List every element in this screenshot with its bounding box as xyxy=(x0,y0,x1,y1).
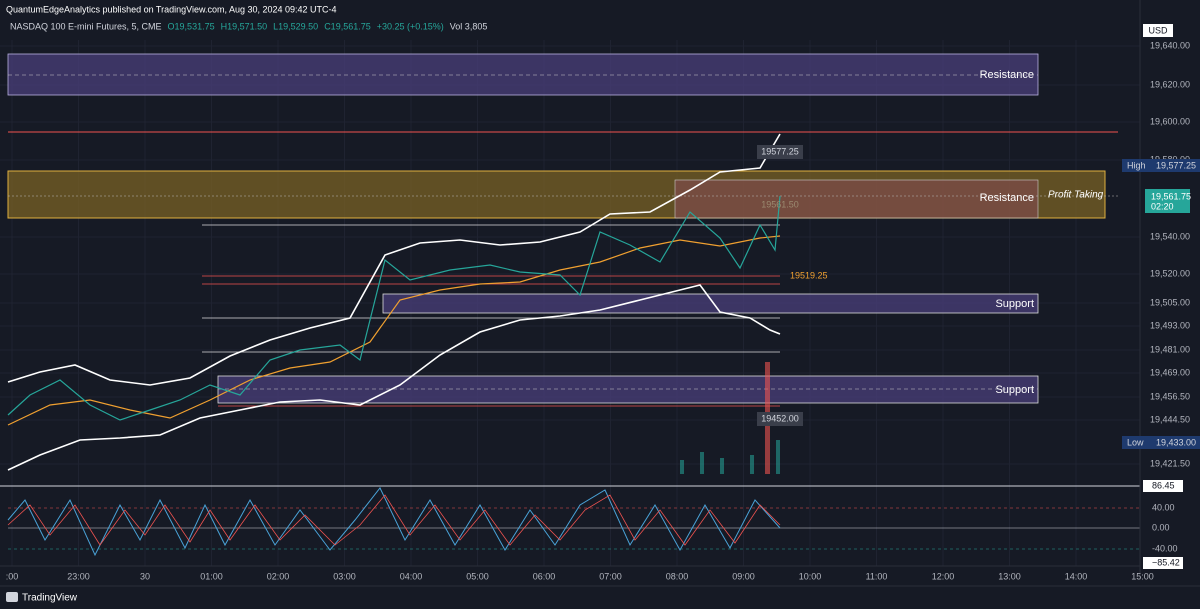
high-value: 19,577.25 xyxy=(1156,160,1196,170)
brand-logo xyxy=(6,592,18,602)
oscillator xyxy=(7,487,781,557)
price-label: 19,520.00 xyxy=(1150,268,1190,278)
time-axis: :00 23:00 30 01:00 02:00 03:00 04:00 05:00 06:00… xyxy=(6,571,1154,581)
price-label: 19,540.00 xyxy=(1150,231,1190,241)
legend-high: H19,571.50 xyxy=(221,21,268,31)
zone-label: Resistance xyxy=(980,69,1034,81)
time-label: 05:00 xyxy=(466,571,489,581)
time-label: 07:00 xyxy=(599,571,622,581)
price-label: 19,481.00 xyxy=(1150,344,1190,354)
price-label: 19,620.00 xyxy=(1150,79,1190,89)
price-path xyxy=(7,195,781,421)
annotation: 19452.00 xyxy=(761,413,799,423)
resistance-zone xyxy=(7,53,1039,96)
price-label: 19,456.50 xyxy=(1150,391,1190,401)
time-label: 09:00 xyxy=(732,571,755,581)
price-label: 19,444.50 xyxy=(1150,414,1190,424)
time-label: 08:00 xyxy=(666,571,689,581)
legend-volume: Vol 3,805 xyxy=(450,21,488,31)
time-label: 04:00 xyxy=(400,571,423,581)
oscillator-axis: 86.45 40.00 0.00 -40.00 −85.42 xyxy=(1143,480,1183,569)
time-label: 02:00 xyxy=(267,571,290,581)
legend-low: L19,529.50 xyxy=(273,21,318,31)
legend-change: +30.25 (+0.15%) xyxy=(377,21,444,31)
time-label: 30 xyxy=(140,571,150,581)
time-label: 10:00 xyxy=(799,571,822,581)
annotation: 19577.25 xyxy=(761,146,799,156)
time-label: 14:00 xyxy=(1065,571,1088,581)
time-label: :00 xyxy=(6,571,19,581)
price-label: 19,505.00 xyxy=(1150,297,1190,307)
annotation: 19519.25 xyxy=(790,270,828,280)
support-zone xyxy=(382,293,1039,314)
low-badge xyxy=(1122,436,1200,449)
currency: USD xyxy=(1148,25,1168,35)
price-label: 19,493.00 xyxy=(1150,320,1190,330)
low-tag: Low xyxy=(1127,437,1144,447)
osc-badge xyxy=(1143,557,1183,569)
lower-band xyxy=(7,284,781,471)
brand: TradingView xyxy=(22,593,78,604)
price-label: 19,600.00 xyxy=(1150,116,1190,126)
time-label: 23:00 xyxy=(67,571,90,581)
oscillator-signal xyxy=(7,494,781,546)
annotation-box xyxy=(757,145,803,159)
time-label: 13:00 xyxy=(998,571,1021,581)
price-label: 19,640.00 xyxy=(1150,40,1190,50)
currency-box xyxy=(1143,24,1173,37)
last-badge xyxy=(1145,189,1190,213)
time-label: 03:00 xyxy=(333,571,356,581)
high-tag: High xyxy=(1127,160,1146,170)
volume xyxy=(680,440,780,474)
annotation-box xyxy=(757,412,803,426)
time-label: 01:00 xyxy=(200,571,223,581)
osc-label: −85.42 xyxy=(1152,557,1180,567)
low-value: 19,433.00 xyxy=(1156,437,1196,447)
legend: NASDAQ 100 E-mini Futures, 5, CME O19,531… xyxy=(10,21,487,31)
osc-label: 40.00 xyxy=(1152,502,1175,512)
time-label: 12:00 xyxy=(932,571,955,581)
time-label: 15:00 xyxy=(1131,571,1154,581)
zone-label: Support xyxy=(995,384,1034,396)
osc-badge xyxy=(1143,480,1183,492)
price-label: 19,469.00 xyxy=(1150,367,1190,377)
zone-label: Support xyxy=(995,298,1034,310)
time-label: 06:00 xyxy=(533,571,556,581)
osc-label: 86.45 xyxy=(1152,480,1175,490)
countdown: 02:20 xyxy=(1151,201,1174,211)
resistance-box xyxy=(674,179,1039,219)
legend-symbol: NASDAQ 100 E-mini Futures, 5, CME xyxy=(10,21,162,31)
annotation: 19561.50 xyxy=(761,199,799,209)
osc-label: -40.00 xyxy=(1152,543,1178,553)
support-zone xyxy=(217,375,1039,404)
price-label: 19,421.50 xyxy=(1150,458,1190,468)
profit-taking: Profit Taking xyxy=(1048,190,1104,201)
high-badge xyxy=(1122,159,1200,172)
legend-close: C19,561.75 xyxy=(324,21,371,31)
upper-band xyxy=(7,133,781,386)
publisher: QuantumEdgeAnalytics published on Tradin… xyxy=(6,4,337,14)
time-label: 11:00 xyxy=(866,571,888,581)
legend-open: O19,531.75 xyxy=(168,21,215,31)
last-value: 19,561.75 xyxy=(1151,191,1191,201)
zone-label: Resistance xyxy=(980,192,1034,204)
osc-label: 0.00 xyxy=(1152,522,1170,532)
